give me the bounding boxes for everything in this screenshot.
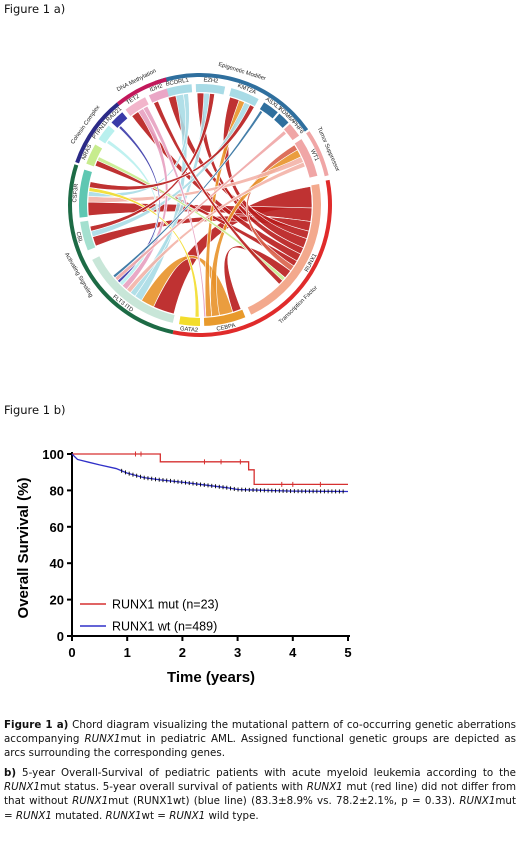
y-tick-label: 20 — [50, 593, 64, 608]
gene-arc — [164, 84, 193, 97]
y-tick-label: 80 — [50, 483, 64, 498]
gene-arc — [283, 124, 300, 141]
gene-arc — [247, 183, 321, 315]
x-tick-label: 5 — [344, 645, 351, 660]
group-arc — [306, 131, 329, 177]
group-arcs — [68, 73, 333, 337]
gene-arc — [294, 139, 318, 178]
ribbon — [153, 100, 283, 285]
gene-arc — [195, 84, 226, 95]
gene-arc — [229, 88, 259, 107]
legend-label: RUNX1 wt (n=489) — [112, 620, 217, 634]
km-plot: Overall Survival (%) Time (years) 020406… — [15, 447, 352, 686]
x-axis-label: Time (years) — [167, 669, 255, 686]
gene-arc — [98, 125, 115, 144]
series-lines — [71, 451, 349, 494]
gene-arc — [80, 220, 96, 251]
y-tick-label: 60 — [50, 520, 64, 535]
y-tick-label: 40 — [50, 556, 64, 571]
gene-label: CBL — [74, 231, 83, 244]
ribbon — [89, 104, 255, 191]
series-line-runx1-wt — [71, 453, 349, 493]
chord-diagram: BCORL1 EZH2KMT2AASXL1KDM6APHF6WT1RUNX1CEB… — [63, 62, 340, 337]
gene-label: BCORL1 — [165, 78, 189, 88]
group-arc — [75, 102, 120, 164]
gene-arc — [125, 97, 149, 116]
gene-arc — [111, 112, 128, 128]
x-tick-label: 0 — [68, 645, 75, 660]
x-tick-label: 1 — [124, 645, 131, 660]
gene-arc — [148, 88, 169, 103]
caption-b: b) 5-year Overall-Survival of pediatric … — [4, 767, 516, 822]
figure-a-label: Figure 1 a) — [4, 2, 66, 16]
ribbon — [88, 93, 190, 198]
figure-b-label: Figure 1 b) — [4, 403, 66, 417]
gene-arc — [92, 256, 175, 323]
ribbon — [142, 105, 207, 318]
ribbon — [89, 93, 215, 232]
gene-label: WT1 — [309, 149, 319, 163]
series-line-runx1-mut — [72, 453, 348, 486]
ribbon — [96, 156, 286, 282]
gene-arc — [203, 309, 246, 326]
gene-label: GATA2 — [180, 326, 199, 334]
gene-arc — [259, 102, 278, 119]
axes: 0 20 40 60 80 100 0 1 2 3 4 5 — [42, 447, 351, 660]
gene-arcs — [79, 84, 321, 326]
chord-ribbons — [87, 92, 313, 318]
x-tick-label: 2 — [179, 645, 186, 660]
gene-label: CEBPA — [216, 323, 236, 333]
legend-label: RUNX1 mut (n=23) — [112, 598, 219, 612]
gene-label: IDH2 — [149, 83, 163, 93]
x-tick-label: 4 — [289, 645, 297, 660]
ribbon — [88, 187, 200, 318]
group-arc — [154, 73, 309, 132]
gene-arc — [79, 169, 92, 218]
gene-label: EZH2 — [203, 77, 218, 84]
gene-arc — [274, 113, 289, 128]
gene-arc — [86, 144, 103, 167]
y-axis-label: Overall Survival (%) — [15, 478, 32, 619]
gene-label: CSF3R — [72, 183, 80, 203]
gene-arc — [178, 316, 200, 326]
caption-a: Figure 1 a) Chord diagram visualizing th… — [4, 719, 517, 760]
group-arc — [172, 179, 333, 337]
y-tick-label: 0 — [57, 629, 64, 644]
x-tick-label: 3 — [234, 645, 241, 660]
legend: RUNX1 mut (n=23) RUNX1 wt (n=489) — [80, 598, 219, 634]
group-arc — [116, 77, 167, 106]
y-tick-label: 100 — [42, 447, 64, 462]
